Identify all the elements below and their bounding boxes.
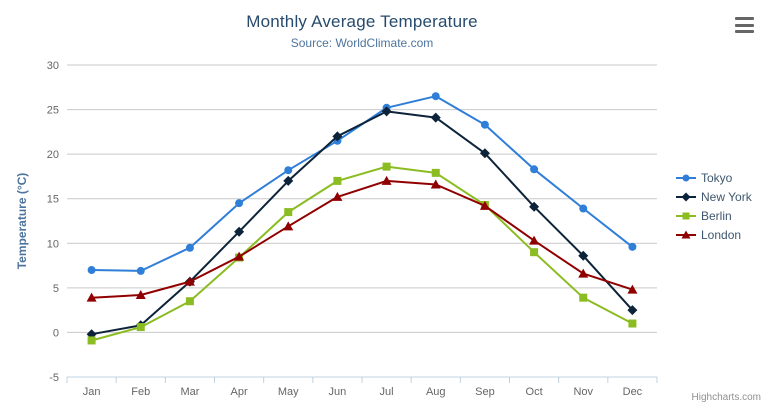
x-axis-label: Jul bbox=[380, 386, 394, 398]
series-tokyo bbox=[87, 92, 637, 275]
data-point[interactable] bbox=[480, 120, 489, 129]
data-point[interactable] bbox=[529, 201, 540, 212]
y-axis-label: 5 bbox=[53, 283, 59, 295]
data-point[interactable] bbox=[430, 179, 441, 189]
y-axis-label: 15 bbox=[47, 194, 59, 206]
y-axis-label: -5 bbox=[49, 372, 59, 384]
legend-label: New York bbox=[701, 189, 752, 204]
x-axis-label: Feb bbox=[131, 386, 150, 398]
data-point[interactable] bbox=[628, 319, 637, 328]
legend-circle-icon bbox=[676, 174, 696, 181]
data-point[interactable] bbox=[627, 284, 638, 294]
data-point[interactable] bbox=[283, 175, 294, 186]
data-point[interactable] bbox=[185, 243, 194, 252]
data-point[interactable] bbox=[628, 242, 637, 251]
data-point[interactable] bbox=[681, 192, 691, 201]
data-point[interactable] bbox=[682, 174, 690, 181]
x-axis-label: Apr bbox=[231, 386, 248, 398]
data-point[interactable] bbox=[430, 112, 441, 123]
series-london bbox=[86, 175, 638, 302]
data-point[interactable] bbox=[235, 199, 244, 208]
x-axis-label: Oct bbox=[526, 386, 543, 398]
x-axis-label: Mar bbox=[180, 386, 199, 398]
data-point[interactable] bbox=[627, 305, 638, 316]
legend-item-berlin[interactable]: Berlin bbox=[676, 206, 752, 225]
x-axis-label: Aug bbox=[426, 386, 446, 398]
series-line bbox=[90, 95, 634, 272]
y-axis-label: 30 bbox=[47, 60, 59, 72]
x-axis-label: May bbox=[278, 386, 299, 398]
data-point[interactable] bbox=[184, 276, 195, 286]
data-point[interactable] bbox=[579, 293, 588, 302]
data-point[interactable] bbox=[333, 176, 342, 185]
legend-square-icon bbox=[676, 212, 696, 219]
data-point[interactable] bbox=[530, 248, 539, 257]
legend-item-tokyo[interactable]: Tokyo bbox=[676, 168, 752, 187]
data-point[interactable] bbox=[479, 200, 490, 210]
series-new-york bbox=[86, 106, 638, 340]
legend: Tokyo New York Berlin London bbox=[676, 168, 752, 244]
export-menu-button[interactable] bbox=[735, 17, 754, 33]
x-axis-label: Jan bbox=[83, 386, 101, 398]
data-point[interactable] bbox=[529, 235, 540, 245]
y-axis-label: 10 bbox=[47, 238, 59, 250]
y-axis-label: 20 bbox=[47, 149, 59, 161]
data-point[interactable] bbox=[332, 191, 343, 201]
data-point[interactable] bbox=[578, 268, 589, 278]
x-axis-label: Nov bbox=[573, 386, 593, 398]
series-line bbox=[90, 165, 634, 342]
legend-label: Tokyo bbox=[701, 170, 733, 185]
data-point[interactable] bbox=[136, 266, 145, 275]
series-line bbox=[90, 110, 634, 336]
data-point[interactable] bbox=[681, 230, 691, 238]
data-point[interactable] bbox=[579, 204, 588, 213]
legend-item-new-york[interactable]: New York bbox=[676, 187, 752, 206]
legend-triangle-icon bbox=[676, 230, 696, 238]
data-point[interactable] bbox=[135, 289, 146, 299]
data-point[interactable] bbox=[284, 166, 293, 175]
data-point[interactable] bbox=[431, 168, 440, 177]
data-point[interactable] bbox=[234, 251, 245, 261]
x-axis-label: Sep bbox=[475, 386, 495, 398]
data-point[interactable] bbox=[87, 266, 96, 275]
data-point[interactable] bbox=[234, 226, 245, 237]
series-line bbox=[90, 179, 634, 299]
data-point[interactable] bbox=[382, 162, 391, 171]
data-point[interactable] bbox=[530, 165, 539, 174]
data-point[interactable] bbox=[381, 106, 392, 117]
chart-title: Monthly Average Temperature bbox=[246, 12, 478, 31]
data-point[interactable] bbox=[185, 297, 194, 306]
data-point[interactable] bbox=[284, 208, 293, 217]
chart-subtitle: Source: WorldClimate.com bbox=[290, 36, 434, 50]
legend-diamond-icon bbox=[676, 192, 696, 201]
data-point[interactable] bbox=[479, 148, 490, 159]
data-point[interactable] bbox=[431, 92, 440, 101]
credits-link[interactable]: Highcharts.com bbox=[691, 392, 761, 403]
data-point[interactable] bbox=[87, 336, 96, 345]
data-point[interactable] bbox=[283, 221, 294, 231]
legend-label: Berlin bbox=[701, 208, 732, 223]
data-point[interactable] bbox=[578, 250, 589, 261]
y-axis-label: 0 bbox=[53, 327, 59, 339]
data-point[interactable] bbox=[332, 131, 343, 142]
data-point[interactable] bbox=[136, 323, 145, 332]
hamburger-icon bbox=[735, 17, 754, 33]
legend-item-london[interactable]: London bbox=[676, 225, 752, 244]
data-point[interactable] bbox=[682, 212, 690, 219]
x-axis-label: Dec bbox=[623, 386, 643, 398]
legend-label: London bbox=[701, 227, 742, 242]
y-axis-label: 25 bbox=[47, 105, 59, 117]
data-point[interactable] bbox=[381, 175, 392, 185]
x-axis-label: Jun bbox=[329, 386, 347, 398]
data-point[interactable] bbox=[86, 292, 97, 302]
